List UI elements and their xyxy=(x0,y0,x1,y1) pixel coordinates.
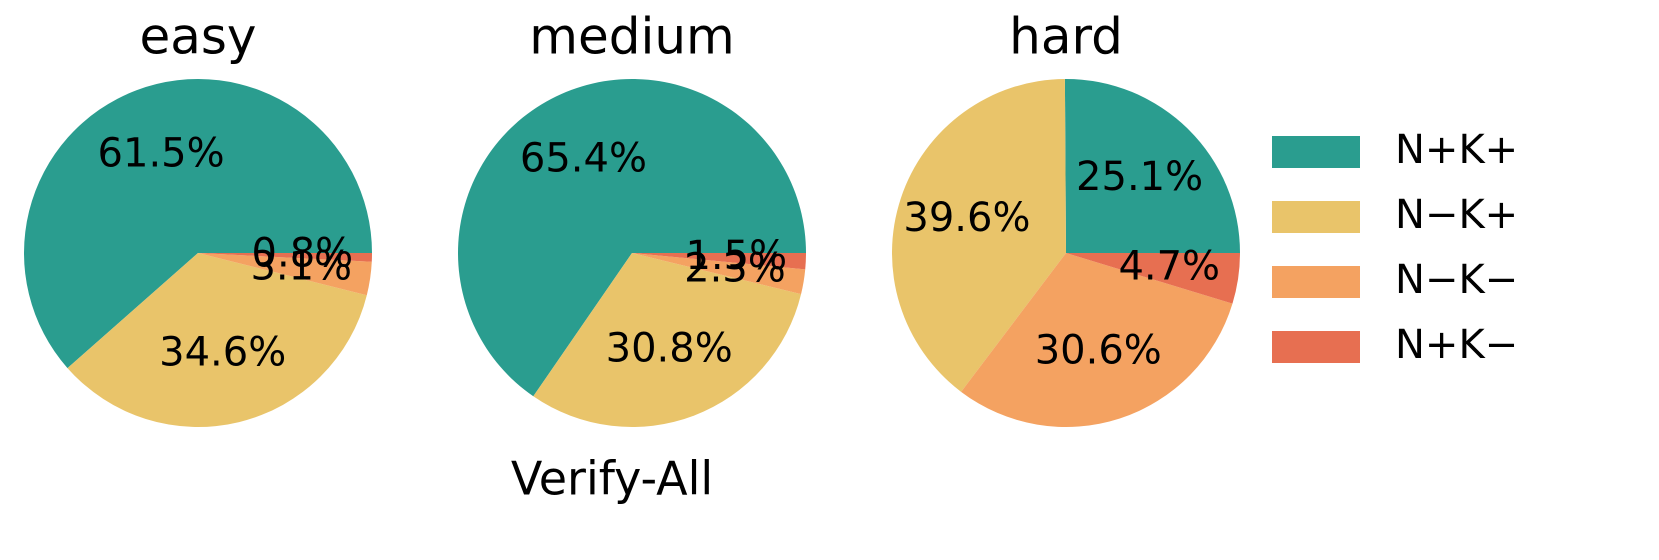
pie-title: easy xyxy=(139,8,256,66)
pie-slice xyxy=(458,79,806,397)
pie-slice xyxy=(24,79,372,369)
slice-label: 0.8% xyxy=(252,231,354,277)
legend-swatch xyxy=(1272,266,1360,298)
slice-label: 3.1% xyxy=(250,243,352,289)
pie-title: hard xyxy=(1009,8,1123,66)
legend-label: N−K− xyxy=(1395,257,1518,303)
pie-slice xyxy=(67,253,367,427)
slice-label: 4.7% xyxy=(1118,243,1220,289)
x-label: Verify-All xyxy=(511,452,713,506)
slice-label: 61.5% xyxy=(98,130,225,176)
slice-label: 30.6% xyxy=(1035,327,1162,373)
pie-slice xyxy=(891,79,1066,392)
pie-slice xyxy=(198,253,372,262)
pie-slice xyxy=(533,253,802,427)
slice-label: 25.1% xyxy=(1076,154,1203,200)
legend-swatch xyxy=(1272,201,1360,233)
pie-slice xyxy=(632,253,806,270)
pie-slice xyxy=(1066,253,1240,304)
pie-slice xyxy=(198,253,372,296)
legend-label: N+K+ xyxy=(1395,127,1518,173)
legend-swatch xyxy=(1272,136,1360,168)
pie-slice xyxy=(632,253,806,295)
slice-label: 34.6% xyxy=(159,329,286,375)
pie-slice xyxy=(1064,79,1240,253)
legend-label: N−K+ xyxy=(1395,192,1518,238)
slice-label: 39.6% xyxy=(903,195,1030,241)
legend-swatch xyxy=(1272,331,1360,363)
slice-label: 2.3% xyxy=(684,245,786,291)
pie-slice xyxy=(961,253,1233,428)
slice-label: 1.5% xyxy=(685,233,787,279)
slice-label: 30.8% xyxy=(606,326,733,372)
slice-label: 65.4% xyxy=(520,136,647,182)
legend-label: N+K− xyxy=(1395,322,1518,368)
pie-title: medium xyxy=(529,8,735,66)
